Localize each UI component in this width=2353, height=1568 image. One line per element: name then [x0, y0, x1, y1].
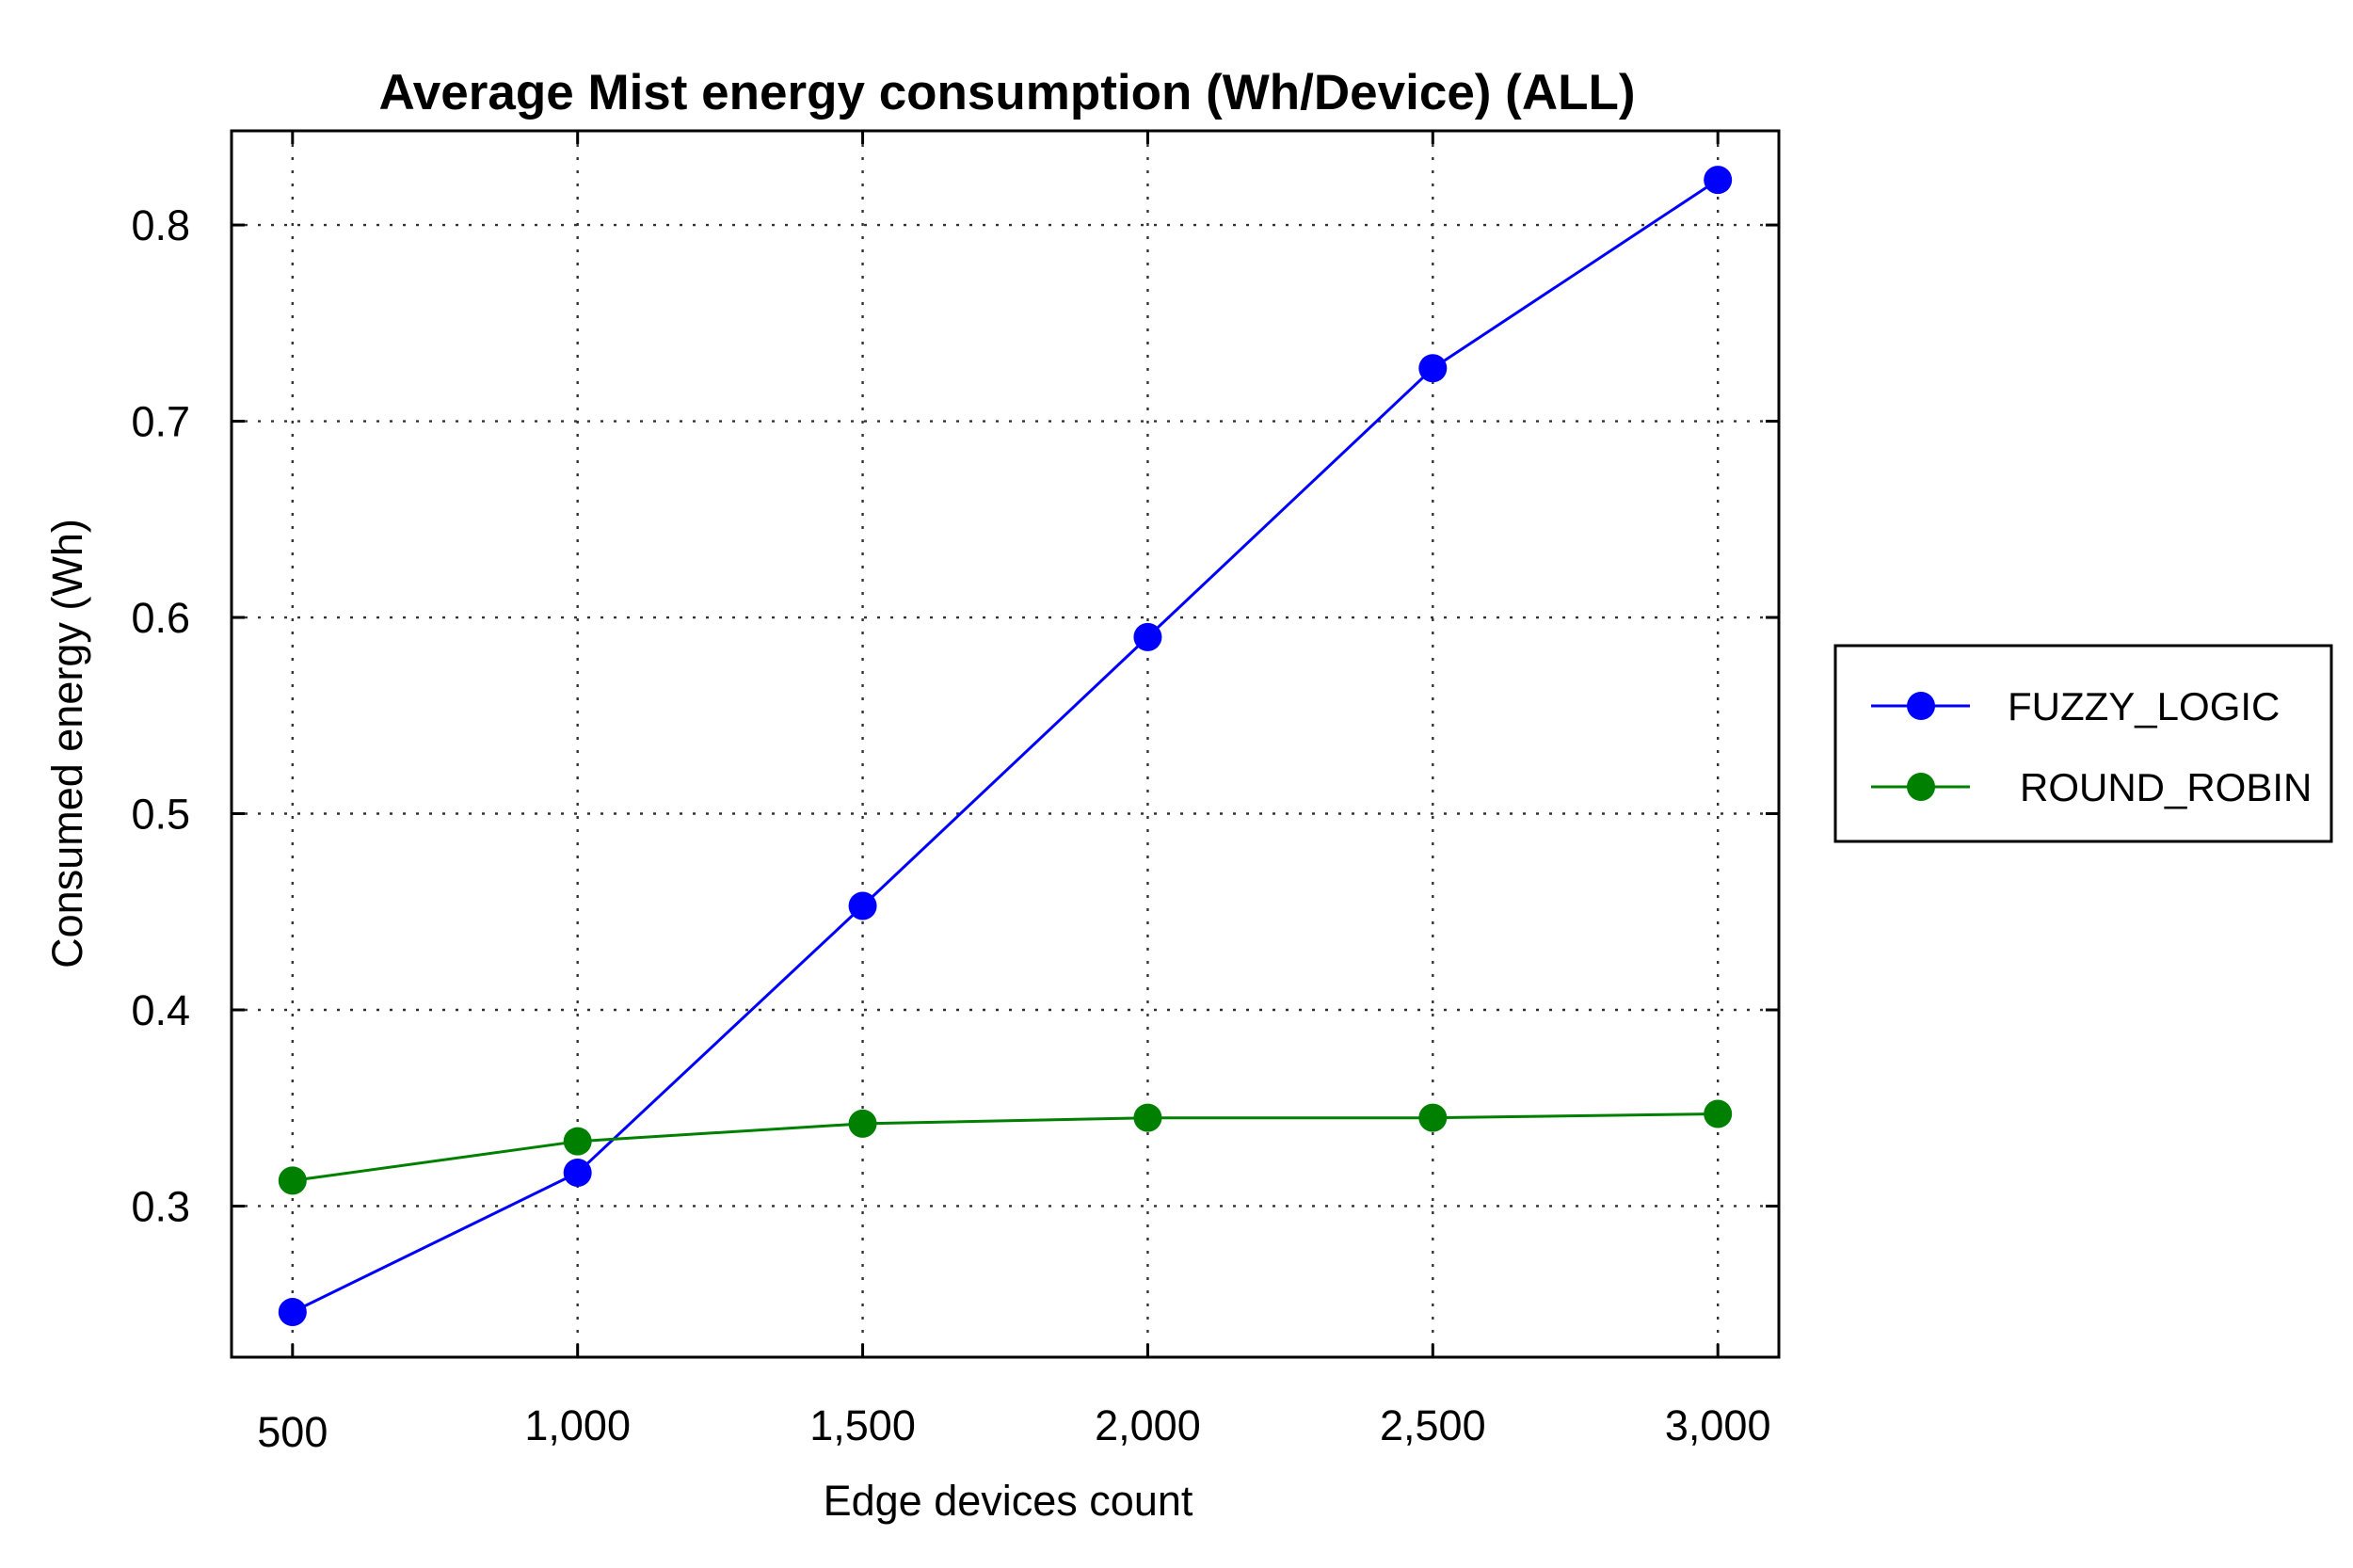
data-point — [1133, 1103, 1162, 1132]
x-axis-label: Edge devices count — [824, 1477, 1193, 1525]
series-line — [292, 1112, 1719, 1182]
x-tick-label: 1,500 — [809, 1401, 916, 1449]
series-layer — [278, 166, 1733, 1327]
y-tick-label: 0.4 — [131, 986, 190, 1034]
data-point — [1418, 354, 1448, 383]
series-fuzzy-logic — [278, 166, 1733, 1327]
x-tick-label: 1,000 — [524, 1401, 631, 1449]
data-point — [848, 1109, 877, 1138]
legend-marker — [1907, 773, 1935, 801]
legend-box — [1833, 644, 2333, 843]
plot-area — [230, 129, 1781, 1359]
legend-label: ROUND_ROBIN — [2020, 765, 2312, 809]
data-point — [1133, 622, 1162, 651]
x-tick-label: 3,000 — [1665, 1401, 1771, 1449]
series-line — [292, 178, 1720, 1314]
legend-label: FUZZY_LOGIC — [2008, 684, 2280, 728]
y-tick-label: 0.8 — [131, 201, 190, 249]
y-tick-label: 0.5 — [131, 791, 190, 839]
legend-marker — [1907, 692, 1935, 720]
x-tick-label: 500 — [257, 1408, 328, 1456]
y-axis-label: Consumed energy (Wh) — [43, 519, 91, 968]
series-round-robin — [278, 1099, 1733, 1195]
legend: FUZZY_LOGIC ROUND_ROBIN — [1833, 644, 2333, 843]
data-point — [278, 1166, 307, 1195]
x-tick-label: 2,000 — [1095, 1401, 1201, 1449]
y-tick-label: 0.7 — [131, 398, 190, 446]
data-point — [563, 1127, 592, 1156]
data-point — [1704, 166, 1733, 195]
axis-ticks: 500 1,000 1,500 2,000 2,500 3,000 0.3 0.4 0.5 0.6… — [131, 131, 1779, 1456]
data-point — [278, 1298, 307, 1327]
x-tick-label: 2,500 — [1380, 1401, 1486, 1449]
y-tick-label: 0.3 — [131, 1182, 190, 1230]
y-tick-label: 0.6 — [131, 594, 190, 642]
data-point — [563, 1159, 592, 1188]
data-point — [1418, 1103, 1448, 1132]
chart-title: Average Mist energy consumption (Wh/Devi… — [379, 65, 1636, 120]
grid — [232, 131, 1779, 1357]
data-point — [1704, 1099, 1733, 1128]
data-point — [848, 891, 877, 920]
